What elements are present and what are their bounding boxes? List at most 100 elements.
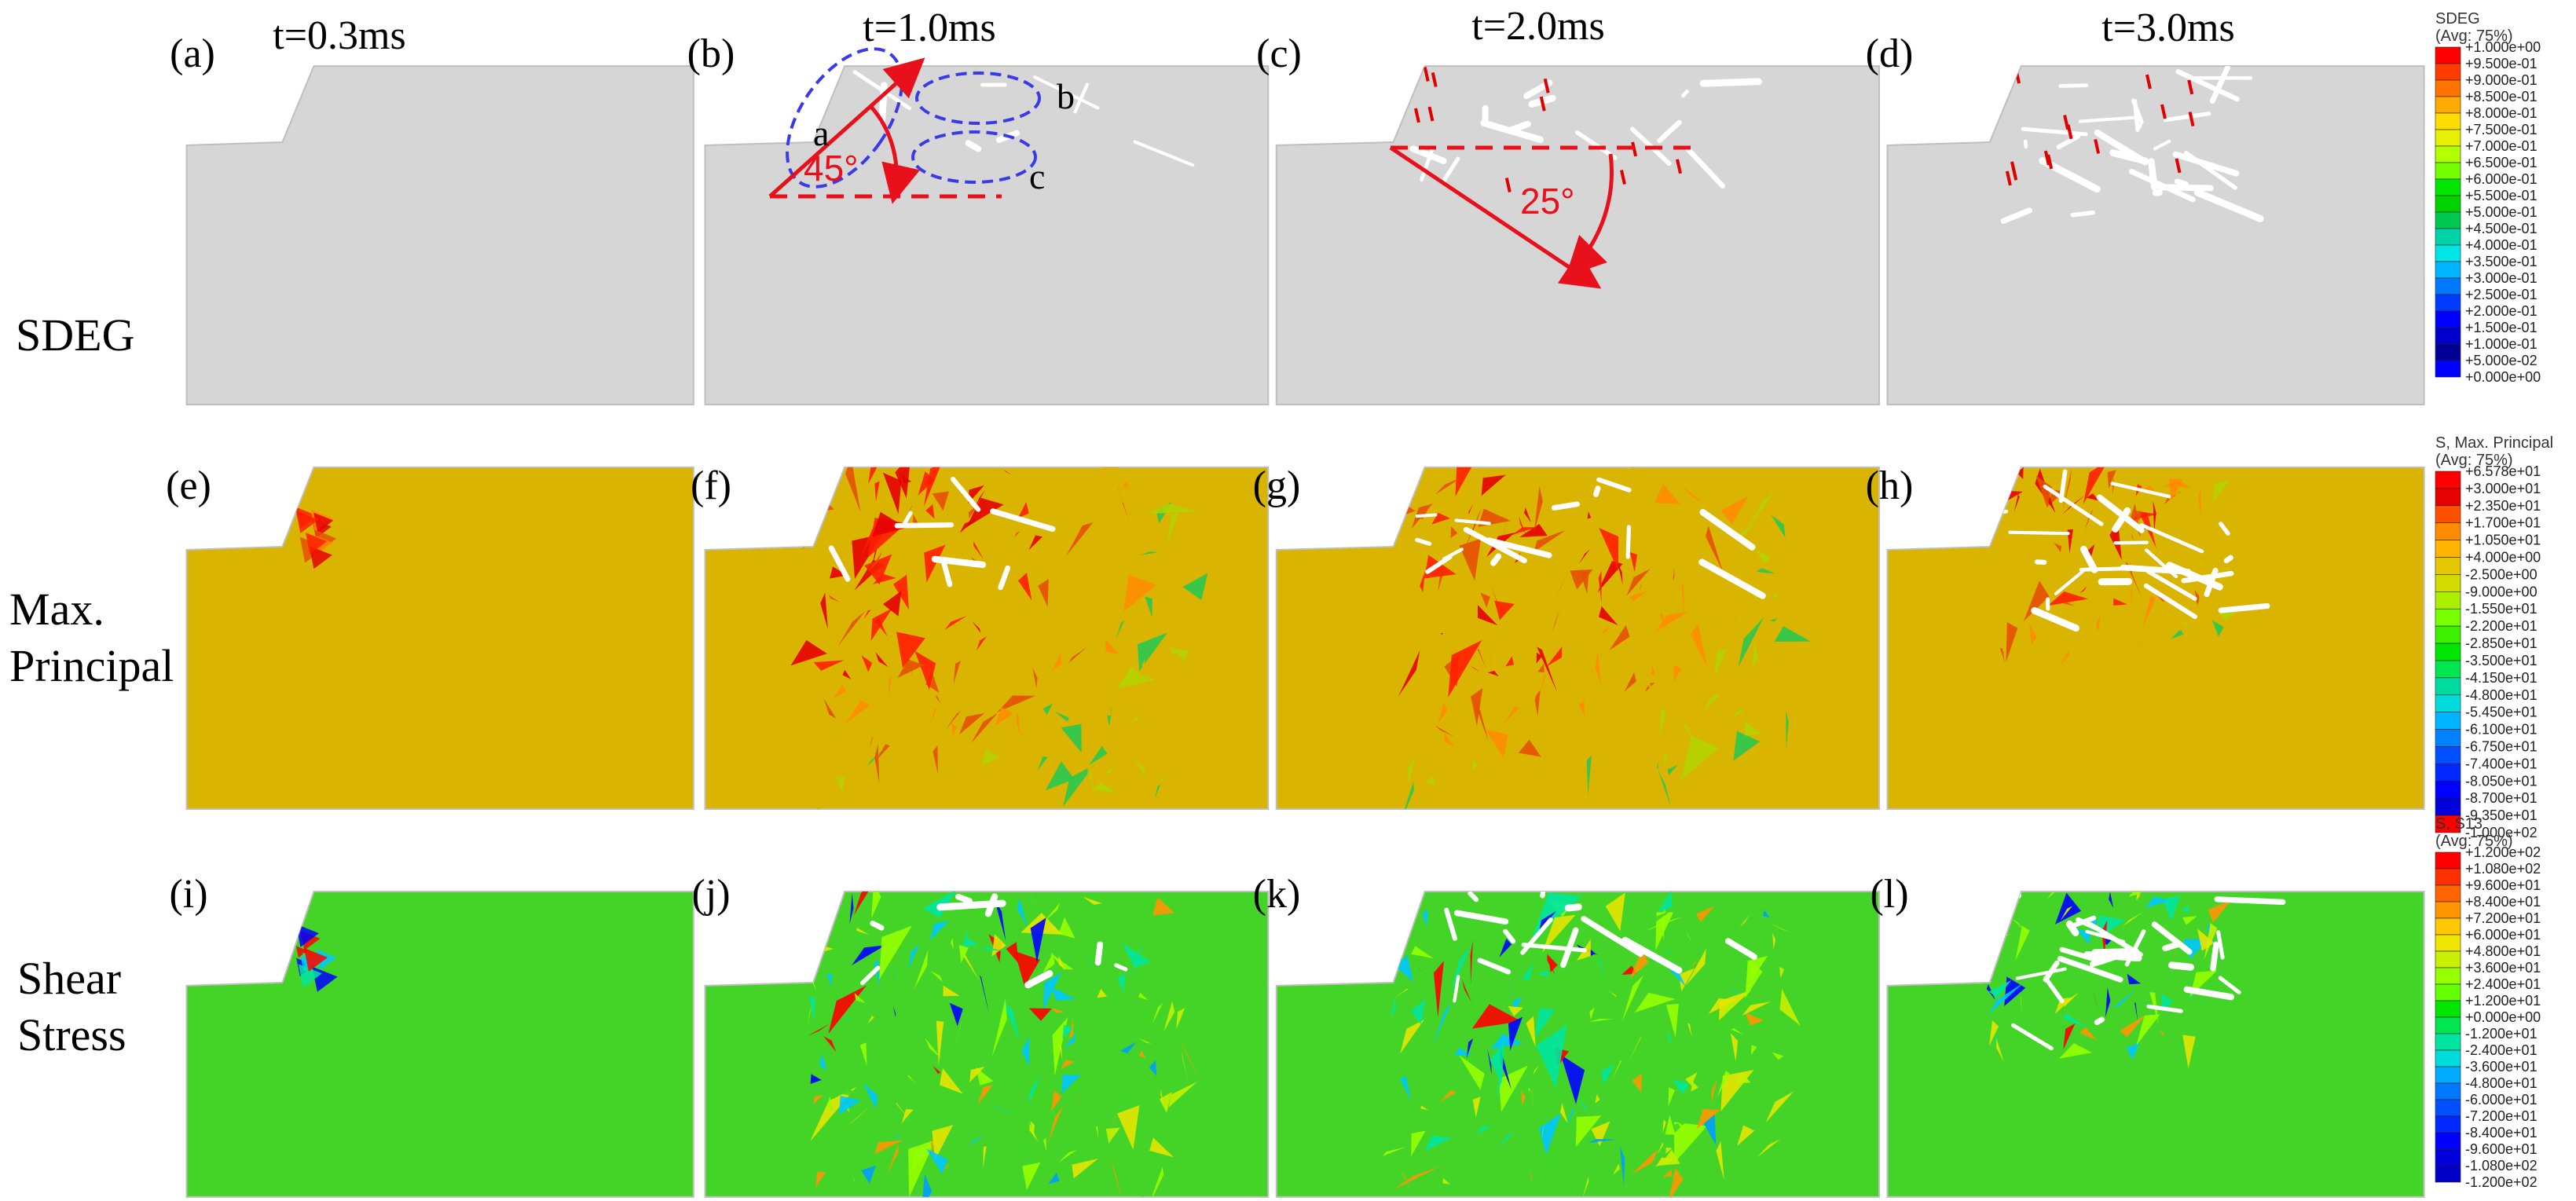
panel-body	[185, 466, 694, 810]
panel-body	[1886, 65, 2425, 405]
row-label-principal-line-1: Principal	[9, 640, 174, 691]
panel-letter-7: (h)	[1866, 463, 1914, 508]
legend-swatch	[2435, 178, 2461, 196]
legend-value: +2.350e+01	[2465, 498, 2541, 514]
panel-body	[1275, 466, 1880, 810]
panel-letter-0: (a)	[170, 31, 215, 76]
legend-value: +6.000e-01	[2465, 171, 2538, 187]
legend-0: SDEG(Avg: 75%)+1.000e+00+9.500e-01+9.000…	[2435, 10, 2541, 385]
legend-swatch	[2435, 1115, 2461, 1133]
legend-value: +8.000e-01	[2465, 105, 2538, 121]
legend-value: -6.100e+01	[2465, 722, 2538, 738]
legend-swatch	[2435, 343, 2461, 361]
legend-title: SDEG	[2435, 10, 2480, 27]
legend-value: -4.800e+01	[2465, 1075, 2538, 1091]
panel-body	[1886, 891, 2425, 1198]
legend-swatch	[2435, 505, 2461, 524]
legend-value: -3.600e+01	[2465, 1059, 2538, 1075]
legend-swatch	[2435, 310, 2461, 328]
row-label-shear-line-1: Stress	[17, 1009, 126, 1060]
angle-arc-b	[869, 104, 921, 204]
time-label-2: t=2.0ms	[1471, 4, 1604, 49]
angle-label-c: 25°	[1520, 181, 1575, 222]
legend-value: -8.050e+01	[2465, 773, 2538, 789]
legend-value: -1.200e+01	[2465, 1026, 2538, 1042]
legend-value: +4.500e-01	[2465, 221, 2538, 236]
row-label-principal-line-0: Max.	[9, 584, 104, 635]
zone-a-outline	[786, 47, 903, 189]
legend-value: -8.400e+01	[2465, 1125, 2538, 1141]
legend-swatch	[2435, 1000, 2461, 1018]
panel-f	[704, 466, 1270, 810]
legend-swatch	[2435, 360, 2461, 378]
panel-letter-11: (l)	[1870, 872, 1908, 917]
legend-value: -7.200e+01	[2465, 1108, 2538, 1124]
legend-swatch	[2435, 162, 2461, 180]
legend-swatch	[2435, 934, 2461, 952]
legend-value: -9.000e+00	[2465, 584, 2538, 599]
legend-value: -1.080e+02	[2465, 1158, 2538, 1174]
legend-1: S, Max. Principal(Avg: 75%)+6.578e+01 +3.…	[2435, 434, 2553, 840]
legend-swatch	[2435, 967, 2461, 985]
legend-value: +8.500e-01	[2465, 89, 2538, 104]
panel-letter-5: (f)	[691, 463, 731, 508]
legend-swatch	[2435, 917, 2461, 936]
legend-value: +1.500e-01	[2465, 320, 2538, 335]
legend-swatch	[2435, 1082, 2461, 1100]
legend-value: +4.800e+01	[2465, 943, 2541, 959]
legend-swatch	[2435, 983, 2461, 1001]
legend-value: -6.750e+01	[2465, 738, 2538, 754]
legend-value: -2.200e+01	[2465, 618, 2538, 634]
legend-value: -1.550e+01	[2465, 601, 2538, 617]
legend-value: +1.000e+00	[2465, 39, 2541, 55]
panel-body	[1275, 65, 1880, 405]
legend-swatch	[2435, 950, 2461, 968]
panel-b-annotations: 45° a b c	[768, 47, 1075, 204]
legend-swatch	[2435, 851, 2461, 870]
legend-value: +7.000e-01	[2465, 138, 2538, 154]
legend-swatch	[2435, 522, 2461, 540]
legend-swatch	[2435, 63, 2461, 81]
legend-swatch	[2435, 677, 2461, 696]
zone-c-outline	[911, 130, 1037, 184]
legend-swatch	[2435, 294, 2461, 312]
legend-swatch	[2435, 79, 2461, 97]
legend-value: -9.350e+01	[2465, 807, 2538, 823]
legend-value: +2.500e-01	[2465, 287, 2538, 302]
legend-swatch	[2435, 660, 2461, 679]
legend-value: -4.150e+01	[2465, 670, 2538, 686]
legend-value: -9.600e+01	[2465, 1141, 2538, 1157]
legend-value: +1.000e-01	[2465, 336, 2538, 352]
legend-value: +1.700e+01	[2465, 515, 2541, 531]
legend-swatch	[2435, 327, 2461, 345]
legend-swatch	[2435, 746, 2461, 764]
legend-value: +4.000e-01	[2465, 237, 2538, 253]
legend-value: +1.200e+01	[2465, 993, 2541, 1009]
legend-swatch	[2435, 1033, 2461, 1051]
legend-value: -1.000e+02	[2465, 825, 2538, 840]
legend-value: +1.050e+01	[2465, 533, 2541, 548]
angle-arrow-c	[1389, 145, 1602, 289]
panel-letter-10: (k)	[1253, 872, 1301, 917]
legend-value: -5.450e+01	[2465, 705, 2538, 720]
legend-swatch	[2435, 211, 2461, 229]
panel-letter-9: (j)	[691, 872, 730, 917]
legend-value: -3.500e+01	[2465, 653, 2538, 668]
legend-swatch	[2435, 471, 2461, 489]
legend-swatch	[2435, 884, 2461, 903]
legend-title: S, S13	[2435, 815, 2483, 833]
legend-value: -2.500e+00	[2465, 566, 2538, 582]
legend-value: +2.400e+01	[2465, 976, 2541, 992]
panel-body	[1275, 891, 1880, 1198]
legend-value: +3.000e-01	[2465, 270, 2538, 286]
legend-swatch	[2435, 643, 2461, 661]
panel-e	[185, 466, 694, 810]
legend-swatch	[2435, 901, 2461, 919]
legend-swatch	[2435, 574, 2461, 592]
panel-body	[1886, 466, 2425, 810]
panel-body	[704, 65, 1270, 405]
panel-b	[704, 65, 1270, 405]
legend-value: +0.000e+00	[2465, 1009, 2541, 1025]
panel-c	[1275, 65, 1880, 405]
panel-letter-6: (g)	[1253, 463, 1301, 508]
